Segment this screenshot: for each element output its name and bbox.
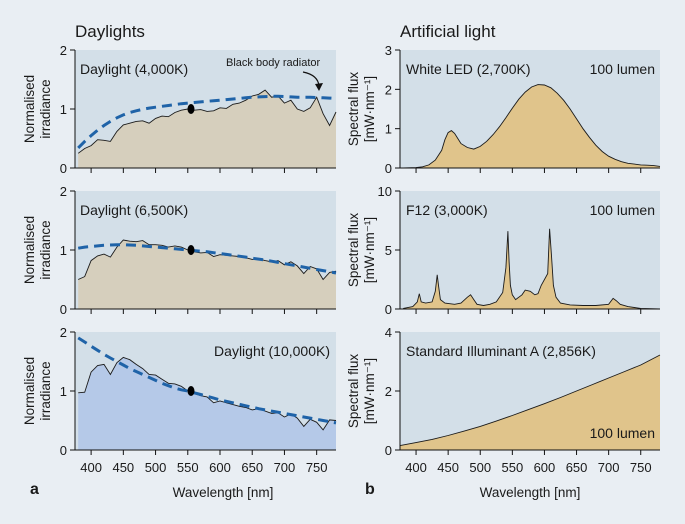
normalization-point-a-middle [187, 245, 195, 255]
spectrum-area-b-top [403, 84, 660, 168]
x-tick-label-b-bottom: 700 [598, 460, 620, 475]
spectrum-area-a-bottom [78, 357, 336, 450]
y-axis-title-b-bottom: [mW·nm⁻¹] [362, 358, 377, 424]
corner-label-b: b [365, 481, 375, 498]
x-tick-label-a-bottom: 450 [112, 460, 134, 475]
panel-label-b-top: White LED (2,700K) [406, 61, 531, 77]
normalization-point-a-top [187, 104, 195, 114]
panel-a-top: 0 1 2 Daylight (4,000K) Normalised irradiance [22, 43, 337, 176]
y-tick-label-b-top: 0 [385, 161, 392, 176]
x-tick-label-b-bottom: 750 [630, 460, 652, 475]
x-axis-title-b: Wavelength [nm] [480, 485, 581, 500]
y-axis-title-a-bottom: Normalised [22, 357, 37, 425]
spectrum-line-b-top [403, 84, 661, 169]
x-tick-label-b-bottom: 650 [566, 460, 588, 475]
y-tick-label-a-middle: 2 [60, 184, 67, 199]
y-axis-title-b-top: [mW·nm⁻¹] [362, 76, 377, 142]
y-tick-label-b-bottom: 2 [385, 384, 392, 399]
spectrum-area-a-top [78, 90, 336, 168]
y-tick-label-a-bottom: 2 [60, 325, 67, 340]
panel-flux-label-b-top: 100 lumen [590, 61, 655, 77]
y-axis-title-a-middle: irradiance [38, 220, 53, 279]
x-tick-label-b-bottom: 450 [437, 460, 459, 475]
x-tick-label-a-bottom: 500 [145, 460, 167, 475]
y-axis-title-a-top: irradiance [38, 79, 53, 138]
x-axis-title-a: Wavelength [nm] [173, 485, 274, 500]
y-axis-title-b-middle: [mW·nm⁻¹] [362, 217, 377, 283]
y-tick-label-a-top: 0 [60, 161, 67, 176]
normalization-point-a-bottom [187, 386, 195, 396]
y-tick-label-a-top: 1 [60, 102, 67, 117]
annotation-black-body: Black body radiator [226, 57, 320, 69]
blackbody-curve-a-middle [77, 243, 337, 275]
panel-flux-label-b-bottom: 100 lumen [590, 425, 655, 441]
y-axis-title-b-bottom: Spectral flux [346, 354, 361, 429]
y-tick-label-a-bottom: 1 [60, 384, 67, 399]
x-tick-label-a-bottom: 600 [209, 460, 231, 475]
blackbody-curve-a-top [77, 94, 337, 149]
y-tick-label-b-middle: 10 [378, 184, 392, 199]
annotation-arrowhead [315, 83, 323, 91]
spectrum-area-b-middle [403, 228, 660, 309]
plot-area-b-middle [400, 191, 660, 309]
y-tick-label-b-middle: 0 [385, 302, 392, 317]
x-tick-label-b-bottom: 500 [469, 460, 491, 475]
y-tick-label-b-middle: 5 [385, 243, 392, 258]
y-axis-title-a-top: Normalised [22, 75, 37, 143]
spectrum-area-a-middle [78, 240, 336, 309]
spectrum-line-b-middle [403, 228, 661, 310]
panel-label-b-middle: F12 (3,000K) [406, 202, 488, 218]
y-tick-label-b-top: 1 [385, 122, 392, 137]
y-tick-label-b-top: 2 [385, 82, 392, 97]
y-tick-label-b-bottom: 0 [385, 443, 392, 458]
y-tick-label-a-middle: 1 [60, 243, 67, 258]
y-tick-label-a-top: 2 [60, 43, 67, 58]
x-tick-label-a-bottom: 700 [274, 460, 296, 475]
y-tick-label-b-bottom: 4 [385, 325, 392, 340]
corner-label-a: a [30, 481, 39, 498]
section-a-title: Daylights [75, 22, 145, 41]
x-tick-label-a-bottom: 650 [241, 460, 263, 475]
panel-a-bottom: 0 1 2 400 450 500 550 600 650 700 750 Daylight (10,… [22, 325, 337, 475]
panel-label-a-middle: Daylight (6,500K) [80, 202, 188, 218]
spectrum-line-b-bottom [399, 354, 661, 447]
panel-b-middle: 0 5 10 F12 (3,000K) 100 lumen Spectral flux [m… [346, 184, 661, 317]
y-tick-label-b-top: 3 [385, 43, 392, 58]
panel-b-bottom: 0 2 4 400 450 500 550 600 650 700 750 Standard Illu… [346, 325, 661, 475]
y-tick-label-a-middle: 0 [60, 302, 67, 317]
panel-flux-label-b-middle: 100 lumen [590, 202, 655, 218]
x-tick-label-a-bottom: 550 [177, 460, 199, 475]
blackbody-curve-a-bottom [77, 336, 337, 425]
y-axis-title-a-middle: Normalised [22, 216, 37, 284]
y-axis-title-b-middle: Spectral flux [346, 213, 361, 288]
x-tick-label-a-bottom: 400 [80, 460, 102, 475]
panel-b-top: 0 1 2 3 White LED (2,700K) 100 lumen Spectral … [346, 43, 661, 176]
x-tick-label-b-bottom: 400 [405, 460, 427, 475]
spectrum-line-a-top [77, 89, 337, 154]
panel-label-a-top: Daylight (4,000K) [80, 61, 188, 77]
y-axis-title-b-top: Spectral flux [346, 72, 361, 147]
section-b-title: Artificial light [400, 22, 496, 41]
spectrum-area-b-bottom [400, 355, 660, 450]
y-tick-label-a-bottom: 0 [60, 443, 67, 458]
x-tick-label-a-bottom: 750 [306, 460, 328, 475]
panel-label-a-bottom: Daylight (10,000K) [214, 343, 330, 359]
panel-a-middle: 0 1 2 Daylight (6,500K) Normalised irradiance [22, 184, 337, 317]
panel-label-b-bottom: Standard Illuminant A (2,856K) [406, 343, 596, 359]
y-axis-title-a-bottom: irradiance [38, 361, 53, 420]
x-tick-label-b-bottom: 550 [501, 460, 523, 475]
x-tick-label-b-bottom: 600 [534, 460, 556, 475]
